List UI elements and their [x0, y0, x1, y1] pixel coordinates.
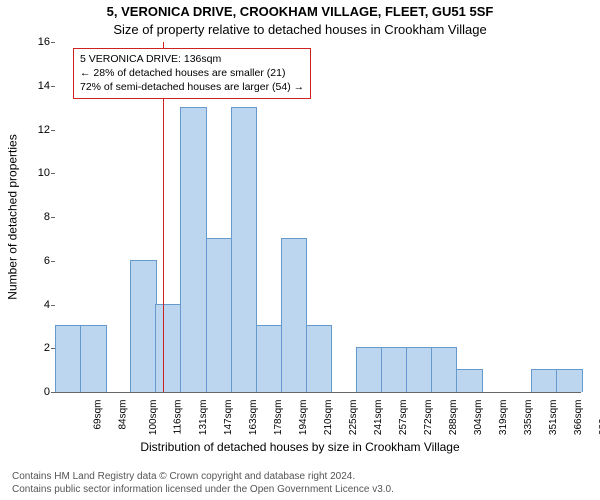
histogram-bar: [206, 238, 233, 392]
x-tick-label: 131sqm: [198, 400, 209, 436]
x-tick-label: 257sqm: [398, 400, 409, 436]
x-tick-label: 194sqm: [298, 400, 309, 436]
x-tick-label: 241sqm: [373, 400, 384, 436]
x-tick-label: 178sqm: [273, 400, 284, 436]
y-tick-label: 2: [20, 342, 50, 354]
histogram-bar: [231, 107, 258, 392]
footer-attribution: Contains HM Land Registry data © Crown c…: [12, 470, 394, 496]
annotation-line3: 72% of semi-detached houses are larger (…: [80, 80, 304, 94]
x-tick-label: 225sqm: [348, 400, 359, 436]
x-tick-label: 335sqm: [523, 400, 534, 436]
histogram-bar: [155, 304, 182, 393]
y-tick-mark: [51, 42, 55, 43]
annotation-line1: 5 VERONICA DRIVE: 136sqm: [80, 52, 304, 66]
histogram-bar: [356, 347, 383, 392]
histogram-bar: [55, 325, 82, 392]
histogram-bar: [306, 325, 333, 392]
y-tick-label: 6: [20, 255, 50, 267]
x-tick-label: 163sqm: [248, 400, 259, 436]
footer-line1: Contains HM Land Registry data © Crown c…: [12, 470, 394, 483]
x-tick-label: 210sqm: [323, 400, 334, 436]
y-tick-label: 16: [20, 36, 50, 48]
x-tick-label: 288sqm: [448, 400, 459, 436]
x-ticks-group: 69sqm 84sqm 100sqm 116sqm 131sqm 147sqm 163sqm…: [55, 398, 581, 443]
chart-title-address: 5, VERONICA DRIVE, CROOKHAM VILLAGE, FLE…: [0, 4, 600, 19]
x-tick-label: 366sqm: [574, 400, 585, 436]
x-tick-label: 304sqm: [473, 400, 484, 436]
histogram-bar: [456, 369, 483, 392]
y-tick-mark: [51, 261, 55, 262]
y-tick-mark: [51, 86, 55, 87]
histogram-bar: [180, 107, 207, 392]
y-tick-label: 0: [20, 386, 50, 398]
y-tick-mark: [51, 392, 55, 393]
y-tick-mark: [51, 305, 55, 306]
x-tick-label: 100sqm: [148, 400, 159, 436]
x-tick-label: 319sqm: [498, 400, 509, 436]
histogram-bar: [130, 260, 157, 392]
histogram-bar: [406, 347, 433, 392]
histogram-bar: [556, 369, 583, 392]
y-tick-mark: [51, 348, 55, 349]
y-tick-mark: [51, 130, 55, 131]
y-tick-label: 12: [20, 124, 50, 136]
histogram-bar: [256, 325, 283, 392]
histogram-bar: [431, 347, 458, 392]
y-tick-mark: [51, 217, 55, 218]
x-axis-label: Distribution of detached houses by size …: [0, 440, 600, 454]
chart-subtitle: Size of property relative to detached ho…: [0, 22, 600, 37]
histogram-bar: [80, 325, 107, 392]
x-tick-label: 147sqm: [223, 400, 234, 436]
histogram-bar: [281, 238, 308, 392]
x-tick-label: 272sqm: [423, 400, 434, 436]
y-axis-label: Number of detached properties: [6, 42, 20, 392]
y-tick-label: 10: [20, 167, 50, 179]
annotation-box: 5 VERONICA DRIVE: 136sqm ← 28% of detach…: [73, 48, 311, 99]
x-tick-label: 351sqm: [548, 400, 559, 436]
y-tick-mark: [51, 173, 55, 174]
annotation-line2: ← 28% of detached houses are smaller (21…: [80, 66, 304, 80]
y-tick-label: 8: [20, 211, 50, 223]
histogram-bar: [531, 369, 558, 392]
histogram-bar: [381, 347, 408, 392]
x-tick-label: 69sqm: [92, 400, 103, 430]
x-tick-label: 84sqm: [117, 400, 128, 430]
y-tick-label: 14: [20, 80, 50, 92]
y-tick-label: 4: [20, 299, 50, 311]
plot-area: 5 VERONICA DRIVE: 136sqm ← 28% of detach…: [55, 42, 581, 393]
x-tick-label: 116sqm: [172, 400, 183, 435]
footer-line2: Contains public sector information licen…: [12, 483, 394, 496]
